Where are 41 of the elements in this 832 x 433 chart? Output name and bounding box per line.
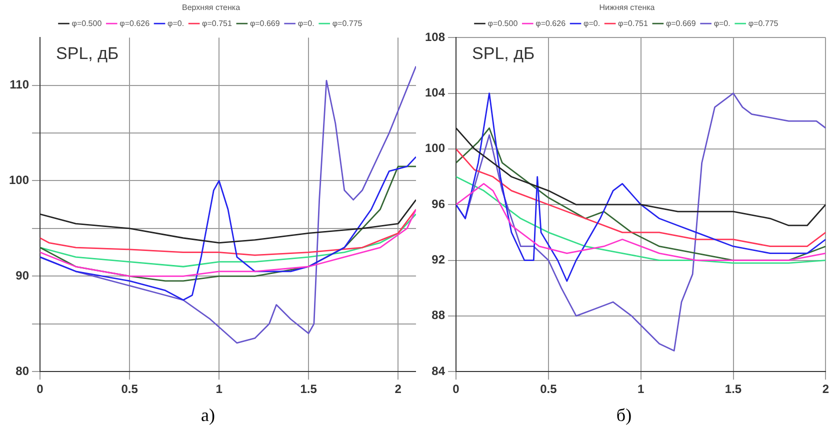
legend-label: φ=0.751 — [618, 18, 648, 28]
legend-label: φ=0.500 — [72, 18, 102, 28]
legend-title: Верхняя стенка — [182, 3, 241, 12]
x-tick-label: 0 — [452, 382, 460, 396]
x-tick-label: 0.5 — [121, 382, 138, 396]
y-tick-label: 90 — [16, 268, 30, 282]
y-tick-label: 88 — [432, 308, 446, 322]
x-tick-label: 0.5 — [540, 382, 558, 396]
legend-label: φ=0. — [584, 18, 600, 28]
x-tick-label: 2 — [822, 382, 830, 396]
y-tick-label: 110 — [10, 78, 30, 92]
legend-title: Нижняя стенка — [599, 3, 656, 12]
legend-label: φ=0.500 — [488, 18, 518, 28]
legend-label: φ=0.775 — [332, 18, 363, 28]
y-tick-label: 80 — [16, 364, 30, 378]
y-tick-label: 108 — [424, 30, 446, 44]
legend-label: φ=0.626 — [120, 18, 150, 28]
y-tick-label: 104 — [424, 86, 446, 100]
y-tick-label: 100 — [8, 173, 30, 188]
y-tick-label: 92 — [432, 252, 446, 267]
legend-label: φ=0. — [714, 18, 730, 28]
legend-label: φ=0.669 — [666, 18, 696, 28]
x-tick-label: 0 — [36, 382, 44, 396]
y-axis-title: SPL, дБ — [56, 44, 119, 63]
text: б) — [615, 405, 633, 426]
y-tick-label: 100 — [424, 141, 446, 156]
legend-label: φ=0.775 — [748, 18, 779, 28]
x-tick-label: 1.5 — [724, 382, 742, 396]
x-tick-label: 2 — [394, 382, 402, 396]
y-tick-label: 84 — [432, 364, 446, 378]
x-tick-label: 1 — [216, 382, 223, 396]
legend-label: φ=0.626 — [536, 18, 566, 28]
y-axis-title: SPL, дБ — [472, 44, 535, 63]
legend-label: φ=0. — [168, 18, 184, 28]
text: а) — [200, 405, 216, 426]
x-tick-label: 1 — [638, 382, 644, 396]
x-tick-label: 1.5 — [300, 382, 318, 396]
legend-label: φ=0. — [298, 18, 314, 28]
legend-label: φ=0.751 — [202, 18, 232, 28]
y-tick-label: 96 — [432, 196, 446, 211]
legend-label: φ=0.669 — [250, 18, 280, 28]
